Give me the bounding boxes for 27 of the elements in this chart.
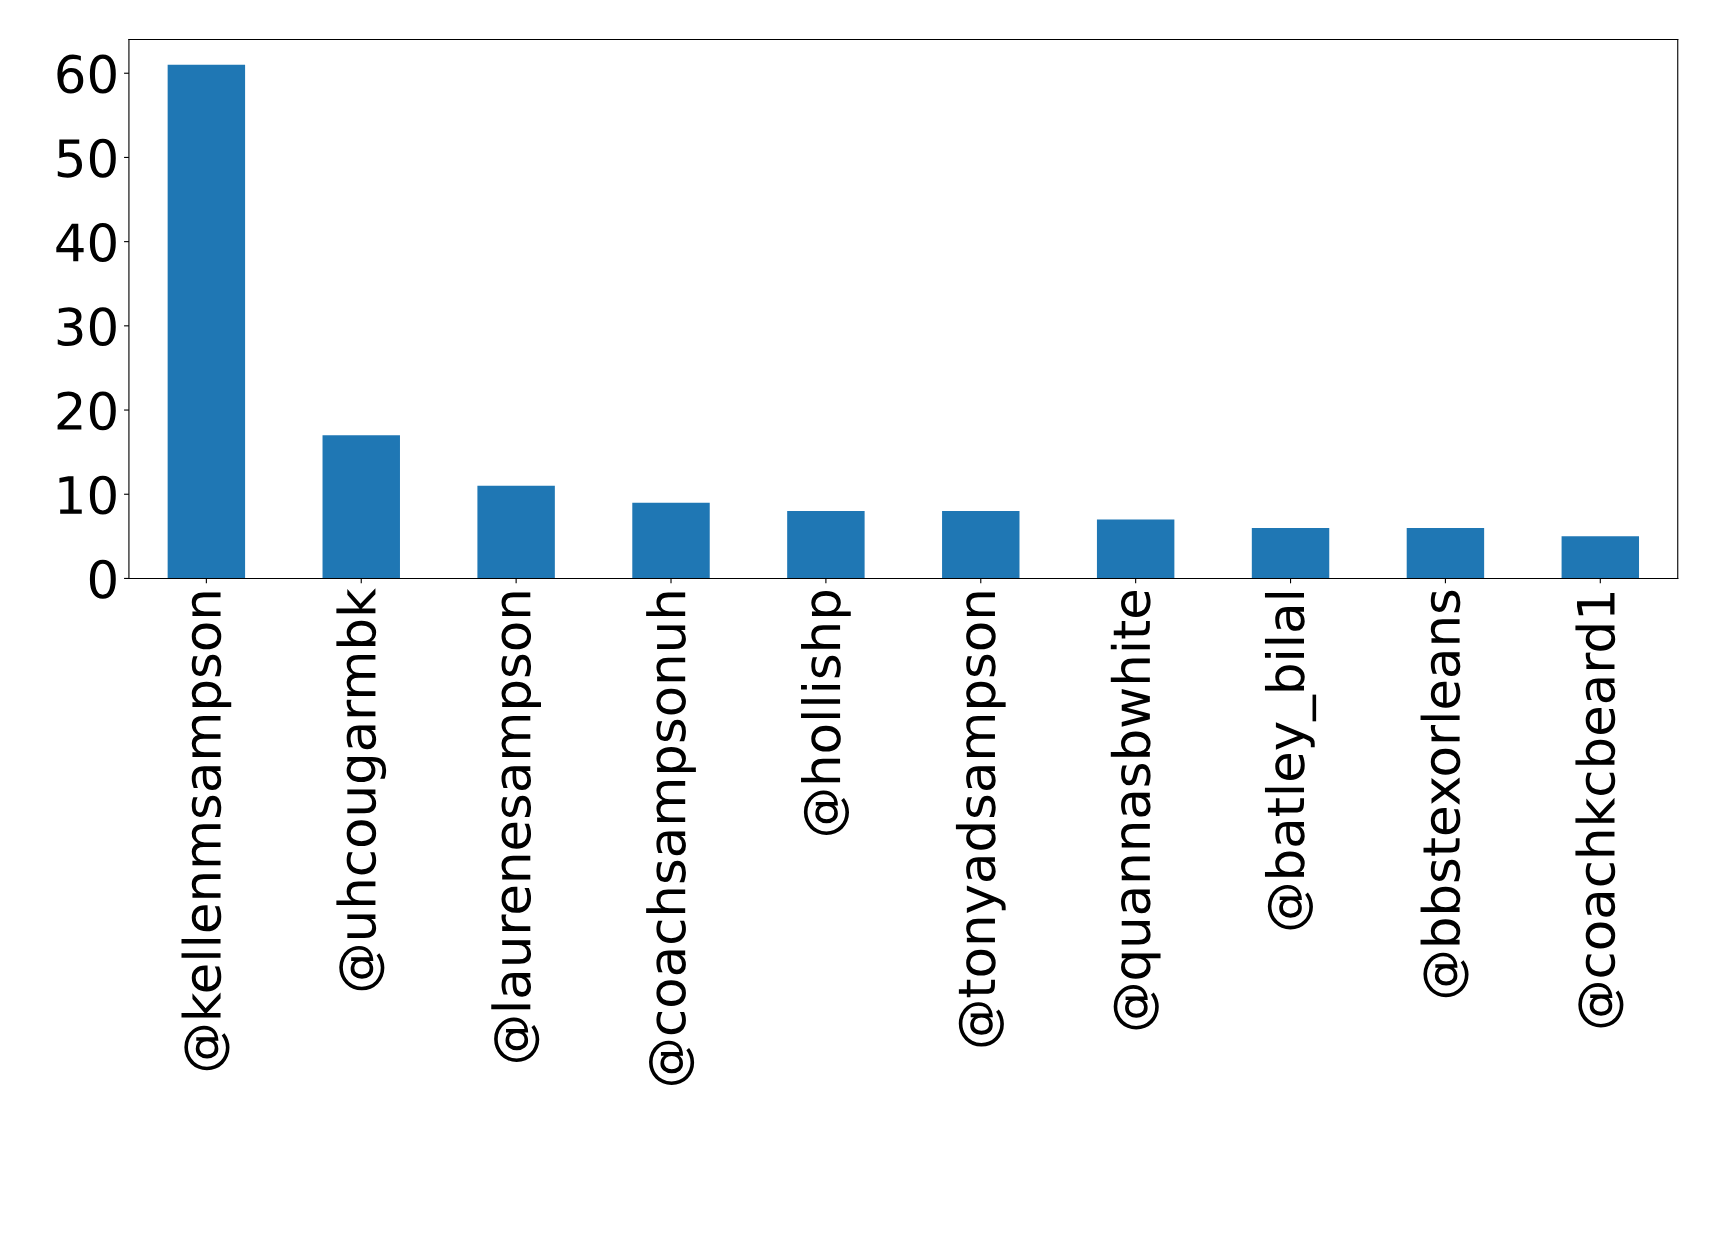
bar <box>1561 536 1640 579</box>
bar <box>477 485 555 579</box>
x-tick-label: @coachkcbeard1 <box>1575 592 1624 1028</box>
y-tick-label: 30 <box>57 307 116 347</box>
y-tick-label: 40 <box>56 223 116 262</box>
bar <box>942 511 1020 579</box>
y-tick-label: 50 <box>57 138 116 178</box>
y-tick-label: 60 <box>57 54 116 94</box>
y-tick-label: 0 <box>89 559 116 599</box>
bar <box>1251 527 1330 579</box>
x-tick-label: @kellenmsampson <box>181 592 232 1071</box>
x-tick-label: @quannasbwhite <box>1110 590 1161 1030</box>
bar <box>322 435 400 579</box>
bar <box>167 64 246 579</box>
x-tick-label: @uhcougarmbk <box>336 588 387 991</box>
y-tick-label: 20 <box>57 391 116 431</box>
bar <box>1096 519 1175 579</box>
x-tick-label: @laurenesampson <box>491 592 541 1063</box>
x-tick-label: @coachsampsonuh <box>646 592 696 1086</box>
bar <box>632 502 710 579</box>
bar <box>787 511 865 579</box>
x-tick-label: @tonyadsampson <box>955 592 1006 1047</box>
y-tick-label: 10 <box>59 475 116 515</box>
x-tick-label: @bbstexorleans <box>1420 590 1469 998</box>
x-tick-label: @batley_bilal <box>1264 593 1317 930</box>
x-tick-label: @hollishp <box>801 590 851 835</box>
bar <box>1406 527 1485 579</box>
